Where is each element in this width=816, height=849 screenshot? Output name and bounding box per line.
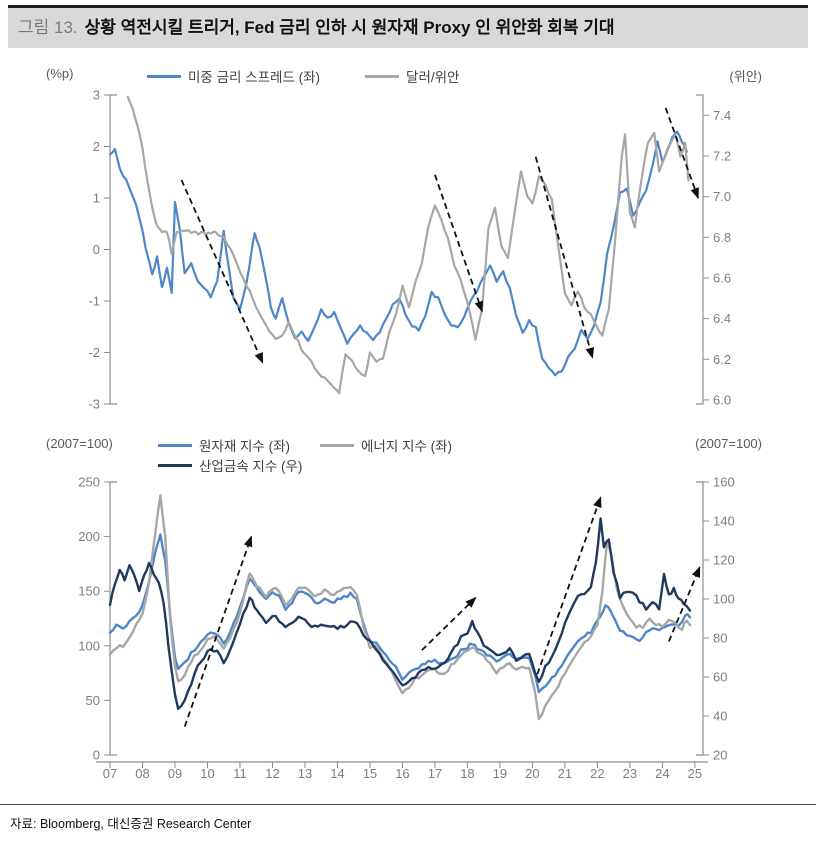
legend-item-usdcny: 달러/위안 <box>365 66 459 86</box>
svg-text:120: 120 <box>713 553 735 568</box>
bottom-chart-legend-row2: 산업금속 지수 (우) <box>158 455 302 475</box>
bottom-chart-legend-block: (2007=100) 원자재 지수 (좌) 에너지 지수 (좌) 산업금속 지수… <box>0 434 816 474</box>
bottom-left-axis-unit: (2007=100) <box>46 436 113 452</box>
svg-text:7.0: 7.0 <box>713 189 731 204</box>
legend-label-energy: 에너지 지수 (좌) <box>361 439 453 455</box>
svg-text:16: 16 <box>395 766 409 781</box>
svg-text:10: 10 <box>200 766 214 781</box>
svg-text:24: 24 <box>655 766 669 781</box>
legend-label-metals: 산업금속 지수 (우) <box>199 459 303 475</box>
legend-item-commodity: 원자재 지수 (좌) <box>158 435 290 455</box>
svg-text:23: 23 <box>623 766 637 781</box>
svg-text:7.4: 7.4 <box>713 108 731 123</box>
svg-text:-2: -2 <box>88 345 100 360</box>
svg-text:3: 3 <box>93 90 100 103</box>
legend-label-spread: 미중 금리 스프레드 (좌) <box>188 70 321 86</box>
svg-text:14: 14 <box>330 766 344 781</box>
legend-item-spread: 미중 금리 스프레드 (좌) <box>147 66 320 86</box>
svg-text:19: 19 <box>493 766 507 781</box>
svg-text:21: 21 <box>558 766 572 781</box>
svg-text:1: 1 <box>93 191 100 206</box>
svg-text:-1: -1 <box>88 294 100 309</box>
bottom-right-axis-unit: (2007=100) <box>695 436 762 452</box>
legend-label-usdcny: 달러/위안 <box>406 70 460 86</box>
svg-text:100: 100 <box>713 592 735 607</box>
svg-text:0: 0 <box>93 748 100 763</box>
figure-title-bar: 그림 13. 상황 역전시킬 트리거, Fed 금리 인하 시 원자재 Proxy… <box>8 5 808 49</box>
commodity-line-swatch <box>158 443 192 447</box>
svg-text:20: 20 <box>525 766 539 781</box>
source-note: 자료: Bloomberg, 대신증권 Research Center <box>10 817 252 832</box>
svg-text:100: 100 <box>78 639 100 654</box>
svg-text:15: 15 <box>363 766 377 781</box>
figure-title: 상황 역전시킬 트리거, Fed 금리 인하 시 원자재 Proxy 인 위안화… <box>84 18 615 37</box>
svg-text:08: 08 <box>135 766 149 781</box>
bottom-chart-legend-row1: 원자재 지수 (좌) 에너지 지수 (좌) <box>158 435 452 455</box>
svg-text:12: 12 <box>265 766 279 781</box>
usdcny-line-swatch <box>365 74 400 78</box>
svg-text:40: 40 <box>713 709 727 724</box>
metals-line-swatch <box>158 463 192 467</box>
svg-text:-3: -3 <box>88 397 100 412</box>
svg-text:200: 200 <box>78 529 100 544</box>
svg-text:22: 22 <box>590 766 604 781</box>
svg-text:60: 60 <box>713 670 727 685</box>
svg-text:7.2: 7.2 <box>713 149 731 164</box>
source-divider <box>0 804 816 806</box>
energy-line-swatch <box>320 443 355 447</box>
svg-text:17: 17 <box>428 766 442 781</box>
svg-text:80: 80 <box>713 631 727 646</box>
svg-text:11: 11 <box>233 766 247 781</box>
svg-text:13: 13 <box>298 766 312 781</box>
svg-text:160: 160 <box>713 475 735 490</box>
top-chart-legend: 미중 금리 스프레드 (좌) 달러/위안 <box>147 66 459 86</box>
report-figure-page: { "title": { "prefix": "그림 13.", "text":… <box>0 5 816 849</box>
svg-text:50: 50 <box>86 693 100 708</box>
top-chart-legend-row: (%p) 미중 금리 스프레드 (좌) 달러/위안 (위안) <box>0 64 816 90</box>
svg-text:6.8: 6.8 <box>713 230 731 245</box>
figure-number: 그림 13. <box>18 18 78 37</box>
legend-item-metals: 산업금속 지수 (우) <box>158 455 302 475</box>
svg-text:0: 0 <box>93 242 100 257</box>
svg-text:09: 09 <box>168 766 182 781</box>
svg-text:6.2: 6.2 <box>713 352 731 367</box>
spread-line-swatch <box>147 74 181 78</box>
svg-text:07: 07 <box>103 766 117 781</box>
svg-text:6.0: 6.0 <box>713 393 731 408</box>
svg-text:25: 25 <box>688 766 702 781</box>
svg-text:6.6: 6.6 <box>713 271 731 286</box>
top-chart-svg: 3 2 1 0 -1 -2 -3 7.4 7.2 7.0 6.8 6.6 6.4 6.2 6.0 <box>88 90 731 412</box>
svg-text:20: 20 <box>713 748 727 763</box>
top-right-axis-unit: (위안) <box>729 69 762 85</box>
svg-text:250: 250 <box>78 475 100 490</box>
bottom-chart-svg: 250 200 150 100 50 0 160 140 120 100 80 60 40 20 07 08 0… <box>78 475 735 782</box>
legend-label-commodity: 원자재 지수 (좌) <box>199 439 291 455</box>
svg-text:140: 140 <box>713 514 735 529</box>
svg-text:2: 2 <box>93 139 100 154</box>
svg-text:6.4: 6.4 <box>713 311 731 326</box>
svg-text:18: 18 <box>460 766 474 781</box>
legend-item-energy: 에너지 지수 (좌) <box>320 435 452 455</box>
svg-text:150: 150 <box>78 584 100 599</box>
top-left-axis-unit: (%p) <box>46 66 74 82</box>
